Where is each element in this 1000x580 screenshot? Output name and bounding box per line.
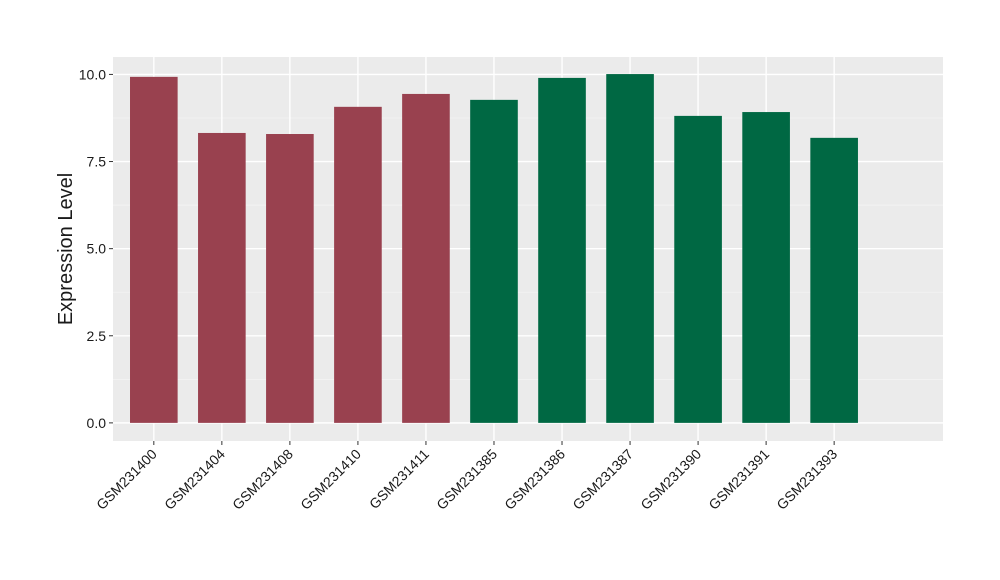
bar	[606, 74, 654, 423]
x-tick-label: GSM231411	[366, 446, 432, 512]
y-tick-label: 5.0	[87, 241, 107, 257]
x-tick-label: GSM231400	[93, 446, 160, 513]
bar	[810, 137, 858, 423]
y-tick-label: 0.0	[87, 415, 107, 431]
bar	[130, 76, 178, 423]
x-tick-label: GSM231385	[433, 446, 500, 513]
x-tick-label: GSM231410	[297, 446, 364, 513]
x-tick-label: GSM231393	[773, 446, 840, 513]
bar	[198, 132, 246, 423]
x-tick-label: GSM231404	[161, 446, 228, 513]
x-tick-label: GSM231391	[705, 446, 772, 513]
bar	[538, 77, 586, 423]
bar	[334, 106, 382, 423]
x-tick-label: GSM231390	[637, 446, 704, 513]
y-tick-label: 2.5	[87, 328, 107, 344]
bar	[674, 115, 722, 423]
x-tick-label: GSM231386	[501, 446, 568, 513]
y-tick-label: 7.5	[87, 154, 107, 170]
x-tick-label: GSM231408	[229, 446, 296, 513]
x-tick-label: GSM231387	[569, 446, 636, 513]
bar	[266, 134, 314, 423]
y-axis-label: Expression Level	[55, 173, 77, 325]
bar	[402, 93, 450, 423]
bar	[742, 112, 790, 423]
y-tick-label: 10.0	[79, 66, 106, 82]
bar	[470, 99, 518, 423]
